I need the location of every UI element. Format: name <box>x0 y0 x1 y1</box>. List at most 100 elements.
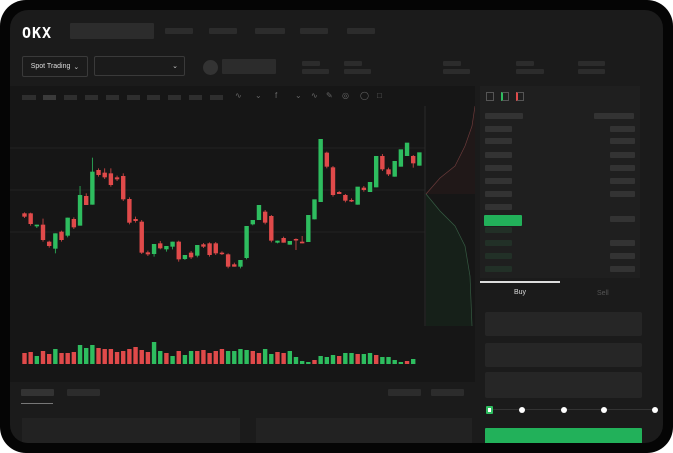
orderbook-price[interactable] <box>485 191 512 197</box>
orderbook-price[interactable] <box>485 165 512 171</box>
candle-body <box>324 152 330 167</box>
indicator-icon[interactable]: ∿ <box>235 91 242 100</box>
percent-slider-handle[interactable] <box>486 406 493 414</box>
volume-bar <box>336 356 342 364</box>
pen-icon[interactable]: ✎ <box>326 91 333 100</box>
settings-chevron-icon[interactable]: ⌄ <box>295 91 302 100</box>
orderbook-amount <box>610 216 635 222</box>
orderbook-price[interactable] <box>485 240 512 246</box>
interval-button[interactable] <box>189 95 202 100</box>
candle-body <box>306 215 311 242</box>
orderbook-bids-view-icon[interactable] <box>501 92 509 101</box>
pair-dropdown[interactable]: ⌄ <box>94 56 185 76</box>
orderbook-price[interactable] <box>485 227 512 233</box>
candle-body <box>380 156 385 170</box>
orderbook-price[interactable] <box>485 152 512 158</box>
amount-input[interactable] <box>485 343 642 367</box>
candle-body <box>225 254 231 267</box>
volume-bar <box>188 351 194 364</box>
slider-mark-75[interactable] <box>601 407 607 413</box>
nav-item[interactable] <box>165 28 193 34</box>
camera-icon[interactable]: ◎ <box>342 91 349 100</box>
interval-button[interactable] <box>22 95 36 100</box>
candle-body <box>40 224 46 240</box>
volume-bar <box>281 353 286 364</box>
settings-icon[interactable]: ◯ <box>360 91 369 100</box>
volume-bar <box>114 352 120 364</box>
volume-bar <box>355 354 360 364</box>
interval-button-active[interactable] <box>43 95 56 100</box>
bottom-action[interactable] <box>431 389 464 396</box>
buy-button[interactable] <box>485 428 642 443</box>
volume-bar <box>108 349 114 364</box>
line-tool-icon[interactable]: ∿ <box>311 91 318 100</box>
orderbook-asks-view-icon[interactable] <box>516 92 524 101</box>
candle-body <box>256 205 262 220</box>
volume-bar <box>318 356 323 364</box>
candle-body <box>287 241 293 245</box>
orderbook-price[interactable] <box>485 126 512 132</box>
stat-label <box>578 61 605 66</box>
orderbook-price[interactable] <box>485 178 512 184</box>
volume-bar <box>392 360 397 364</box>
price-input[interactable] <box>485 312 642 336</box>
nav-item[interactable] <box>347 28 375 34</box>
nav-item[interactable] <box>209 28 237 34</box>
volume-bar <box>28 352 33 364</box>
candlestick-chart[interactable] <box>10 86 476 382</box>
volume-bar <box>343 353 348 364</box>
search-bar[interactable] <box>70 23 154 39</box>
volume-bar <box>34 356 40 364</box>
nav-item[interactable] <box>300 28 328 34</box>
stat-label <box>344 61 362 66</box>
slider-mark-25[interactable] <box>519 407 525 413</box>
bottom-tab[interactable] <box>67 389 100 396</box>
orderbook-price[interactable] <box>485 266 512 272</box>
chart-type-icon[interactable]: ⌄ <box>255 91 262 100</box>
volume-bar <box>367 353 373 364</box>
volume-bar <box>139 350 144 364</box>
interval-button[interactable] <box>106 95 119 100</box>
volume-bar <box>404 361 410 364</box>
total-input[interactable] <box>485 372 642 398</box>
candle-body <box>312 199 317 220</box>
slider-mark-50[interactable] <box>561 407 567 413</box>
orderbook-both-view-icon[interactable] <box>486 92 494 101</box>
buy-tab[interactable]: Buy <box>514 289 527 296</box>
volume-bar <box>232 351 237 364</box>
volume-bar <box>306 362 311 364</box>
orderbook-price[interactable] <box>485 204 512 210</box>
candle-body <box>361 187 367 190</box>
interval-button[interactable] <box>147 95 160 100</box>
orderbook-price[interactable] <box>485 253 512 259</box>
candle-body <box>281 238 286 243</box>
bottom-action[interactable] <box>388 389 421 396</box>
okx-logo[interactable]: OKX <box>22 24 53 42</box>
candle-body <box>96 170 101 175</box>
candle-body <box>392 161 397 177</box>
interval-button[interactable] <box>168 95 181 100</box>
slider-mark-100[interactable] <box>652 407 658 413</box>
volume-bar <box>158 351 163 364</box>
candle-body <box>34 224 40 227</box>
interval-button[interactable] <box>64 95 77 100</box>
formula-icon[interactable]: f <box>275 91 278 100</box>
interval-button[interactable] <box>127 95 140 100</box>
candle-body <box>250 220 255 225</box>
sell-tab[interactable]: Sell <box>597 290 609 297</box>
spot-trading-dropdown[interactable]: Spot Trading ⌄ <box>22 56 88 77</box>
nav-item[interactable] <box>255 28 285 34</box>
volume-bar <box>213 351 218 364</box>
percent-slider-track[interactable] <box>490 409 656 410</box>
orderbook-price[interactable] <box>485 138 512 144</box>
interval-button[interactable] <box>210 95 223 100</box>
bottom-tab-open-orders[interactable] <box>21 389 54 396</box>
fullscreen-icon[interactable]: □ <box>377 91 382 100</box>
candle-body <box>219 252 225 255</box>
chart-area[interactable] <box>10 86 476 382</box>
volume-bar <box>170 356 175 364</box>
depth-ask-line <box>425 105 476 195</box>
interval-button[interactable] <box>85 95 98 100</box>
volume-bar <box>145 352 151 364</box>
